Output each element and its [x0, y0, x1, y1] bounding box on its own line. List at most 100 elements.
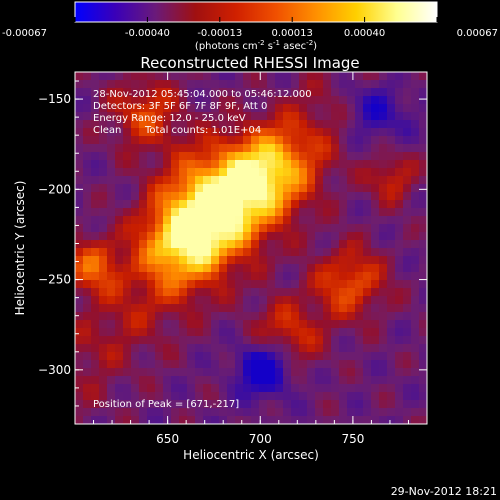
heatmap-cell — [307, 352, 316, 361]
heatmap-cell — [331, 400, 340, 409]
heatmap-cell — [267, 104, 276, 113]
heatmap-cell — [291, 112, 300, 121]
heatmap-cell — [331, 352, 340, 361]
heatmap-cell — [115, 400, 124, 409]
heatmap-cell — [371, 376, 380, 385]
heatmap-cell — [371, 88, 380, 97]
heatmap-cell — [291, 368, 300, 377]
heatmap-cell — [83, 376, 92, 385]
heatmap-cell — [347, 80, 356, 89]
heatmap-cell — [75, 392, 84, 401]
heatmap-cell — [411, 280, 420, 289]
heatmap-cell — [187, 256, 196, 265]
heatmap-cell — [139, 360, 148, 369]
heatmap-cell — [123, 224, 132, 233]
heatmap-cell — [259, 408, 268, 417]
heatmap-cell — [307, 216, 316, 225]
heatmap-cell — [123, 288, 132, 297]
heatmap-cell — [131, 240, 140, 249]
heatmap-cell — [347, 336, 356, 345]
heatmap-cell — [403, 256, 412, 265]
heatmap-cell — [315, 288, 324, 297]
heatmap-cell — [251, 376, 260, 385]
heatmap-cell — [259, 320, 268, 329]
heatmap-cell — [195, 400, 204, 409]
heatmap-cell — [323, 224, 332, 233]
heatmap-cell — [283, 416, 292, 424]
heatmap-cell — [419, 384, 427, 393]
heatmap-cell — [331, 168, 340, 177]
heatmap-cell — [379, 128, 388, 137]
heatmap-cell — [403, 360, 412, 369]
heatmap-cell — [203, 280, 212, 289]
heatmap-cell — [83, 256, 92, 265]
heatmap-cell — [331, 248, 340, 257]
heatmap-cell — [339, 416, 348, 424]
heatmap-cell — [243, 408, 252, 417]
heatmap-cell — [355, 272, 364, 281]
heatmap-cell — [307, 304, 316, 313]
heatmap-cell — [299, 120, 308, 129]
heatmap-cell — [339, 216, 348, 225]
heatmap-cell — [99, 320, 108, 329]
heatmap-cell — [339, 328, 348, 337]
heatmap-cell — [211, 336, 220, 345]
heatmap-cell — [243, 176, 252, 185]
heatmap-cell — [123, 232, 132, 241]
heatmap-cell — [299, 392, 308, 401]
heatmap-cell — [203, 392, 212, 401]
heatmap-cell — [219, 368, 228, 377]
heatmap-cell — [395, 192, 404, 201]
heatmap-cell — [275, 336, 284, 345]
heatmap-cell — [243, 112, 252, 121]
heatmap-cell — [395, 120, 404, 129]
heatmap-cell — [139, 312, 148, 321]
heatmap-cell — [179, 256, 188, 265]
heatmap-cell — [419, 216, 427, 225]
heatmap-cell — [387, 384, 396, 393]
heatmap-cell — [187, 104, 196, 113]
heatmap-cell — [339, 104, 348, 113]
footer-timestamp: 29-Nov-2012 18:21 — [391, 485, 497, 498]
heatmap-cell — [203, 168, 212, 177]
heatmap-cell — [371, 344, 380, 353]
heatmap-cell — [395, 88, 404, 97]
heatmap-cell — [211, 360, 220, 369]
heatmap-cell — [163, 224, 172, 233]
heatmap-cell — [171, 208, 180, 217]
heatmap-cell — [323, 144, 332, 153]
heatmap-cell — [171, 128, 180, 137]
heatmap-cell — [131, 128, 140, 137]
heatmap-cell — [267, 96, 276, 105]
heatmap-cell — [363, 104, 372, 113]
heatmap-cell — [115, 368, 124, 377]
heatmap-cell — [347, 208, 356, 217]
heatmap-cell — [91, 336, 100, 345]
heatmap-cell — [179, 264, 188, 273]
heatmap-cell — [259, 168, 268, 177]
heatmap-cell — [195, 416, 204, 424]
heatmap-cell — [411, 104, 420, 113]
heatmap-cell — [307, 80, 316, 89]
heatmap-cell — [307, 96, 316, 105]
heatmap-cell — [379, 248, 388, 257]
heatmap-cell — [355, 200, 364, 209]
heatmap-cell — [139, 256, 148, 265]
heatmap-cell — [307, 296, 316, 305]
heatmap-cell — [331, 160, 340, 169]
heatmap-cell — [379, 336, 388, 345]
heatmap-cell — [179, 216, 188, 225]
heatmap-cell — [155, 104, 164, 113]
heatmap-cell — [267, 312, 276, 321]
heatmap-cell — [243, 296, 252, 305]
heatmap-cell — [251, 272, 260, 281]
heatmap-cell — [123, 248, 132, 257]
heatmap-cell — [251, 80, 260, 89]
heatmap-cell — [115, 320, 124, 329]
heatmap-cell — [83, 416, 92, 424]
heatmap-cell — [411, 240, 420, 249]
heatmap-cell — [371, 192, 380, 201]
heatmap-cell — [115, 240, 124, 249]
heatmap-cell — [315, 224, 324, 233]
heatmap-cell — [147, 248, 156, 257]
